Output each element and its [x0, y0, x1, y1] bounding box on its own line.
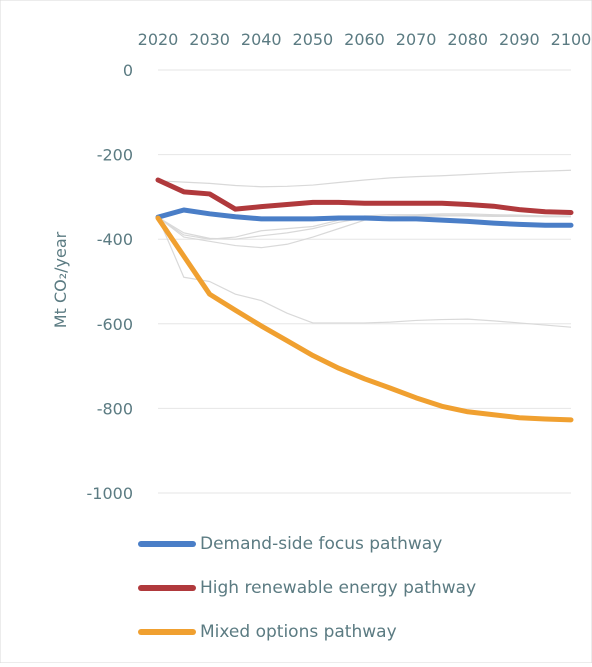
legend-swatch-high-renewable — [138, 585, 196, 591]
y-tick-label: 0 — [123, 61, 133, 80]
x-tick-label: 2090 — [499, 30, 540, 49]
y-tick-label: -800 — [97, 399, 133, 418]
x-tick-label: 2070 — [396, 30, 437, 49]
legend-label: Mixed options pathway — [200, 622, 397, 642]
legend-label: High renewable energy pathway — [200, 578, 477, 598]
x-tick-label: 2020 — [138, 30, 179, 49]
x-tick-label: 2040 — [241, 30, 282, 49]
x-tick-label: 2030 — [189, 30, 230, 49]
legend-swatch-mixed-options — [138, 629, 196, 635]
legend-swatch-demand-side — [138, 541, 196, 547]
background-scenario-line — [157, 169, 572, 188]
series-line-demand-side — [155, 207, 574, 228]
x-tick-label: 2100 — [551, 30, 592, 49]
y-tick-label: -600 — [97, 315, 133, 334]
legend-item-high-renewable: High renewable energy pathway — [138, 573, 476, 603]
legend-label: Demand-side focus pathway — [200, 534, 443, 554]
series-line-mixed-options — [155, 215, 574, 423]
y-tick-label: -400 — [97, 230, 133, 249]
x-tick-label: 2050 — [293, 30, 334, 49]
y-tick-label: -1000 — [87, 484, 134, 503]
x-tick-label: 2060 — [344, 30, 385, 49]
y-axis-label: Mt CO₂/year — [51, 231, 70, 328]
legend-item-demand-side: Demand-side focus pathway — [138, 529, 442, 559]
series-line-high-renewable — [155, 177, 574, 216]
x-tick-label: 2080 — [447, 30, 488, 49]
legend-item-mixed-options: Mixed options pathway — [138, 617, 397, 647]
y-tick-label: -200 — [97, 146, 133, 165]
background-scenario-line — [157, 216, 572, 328]
